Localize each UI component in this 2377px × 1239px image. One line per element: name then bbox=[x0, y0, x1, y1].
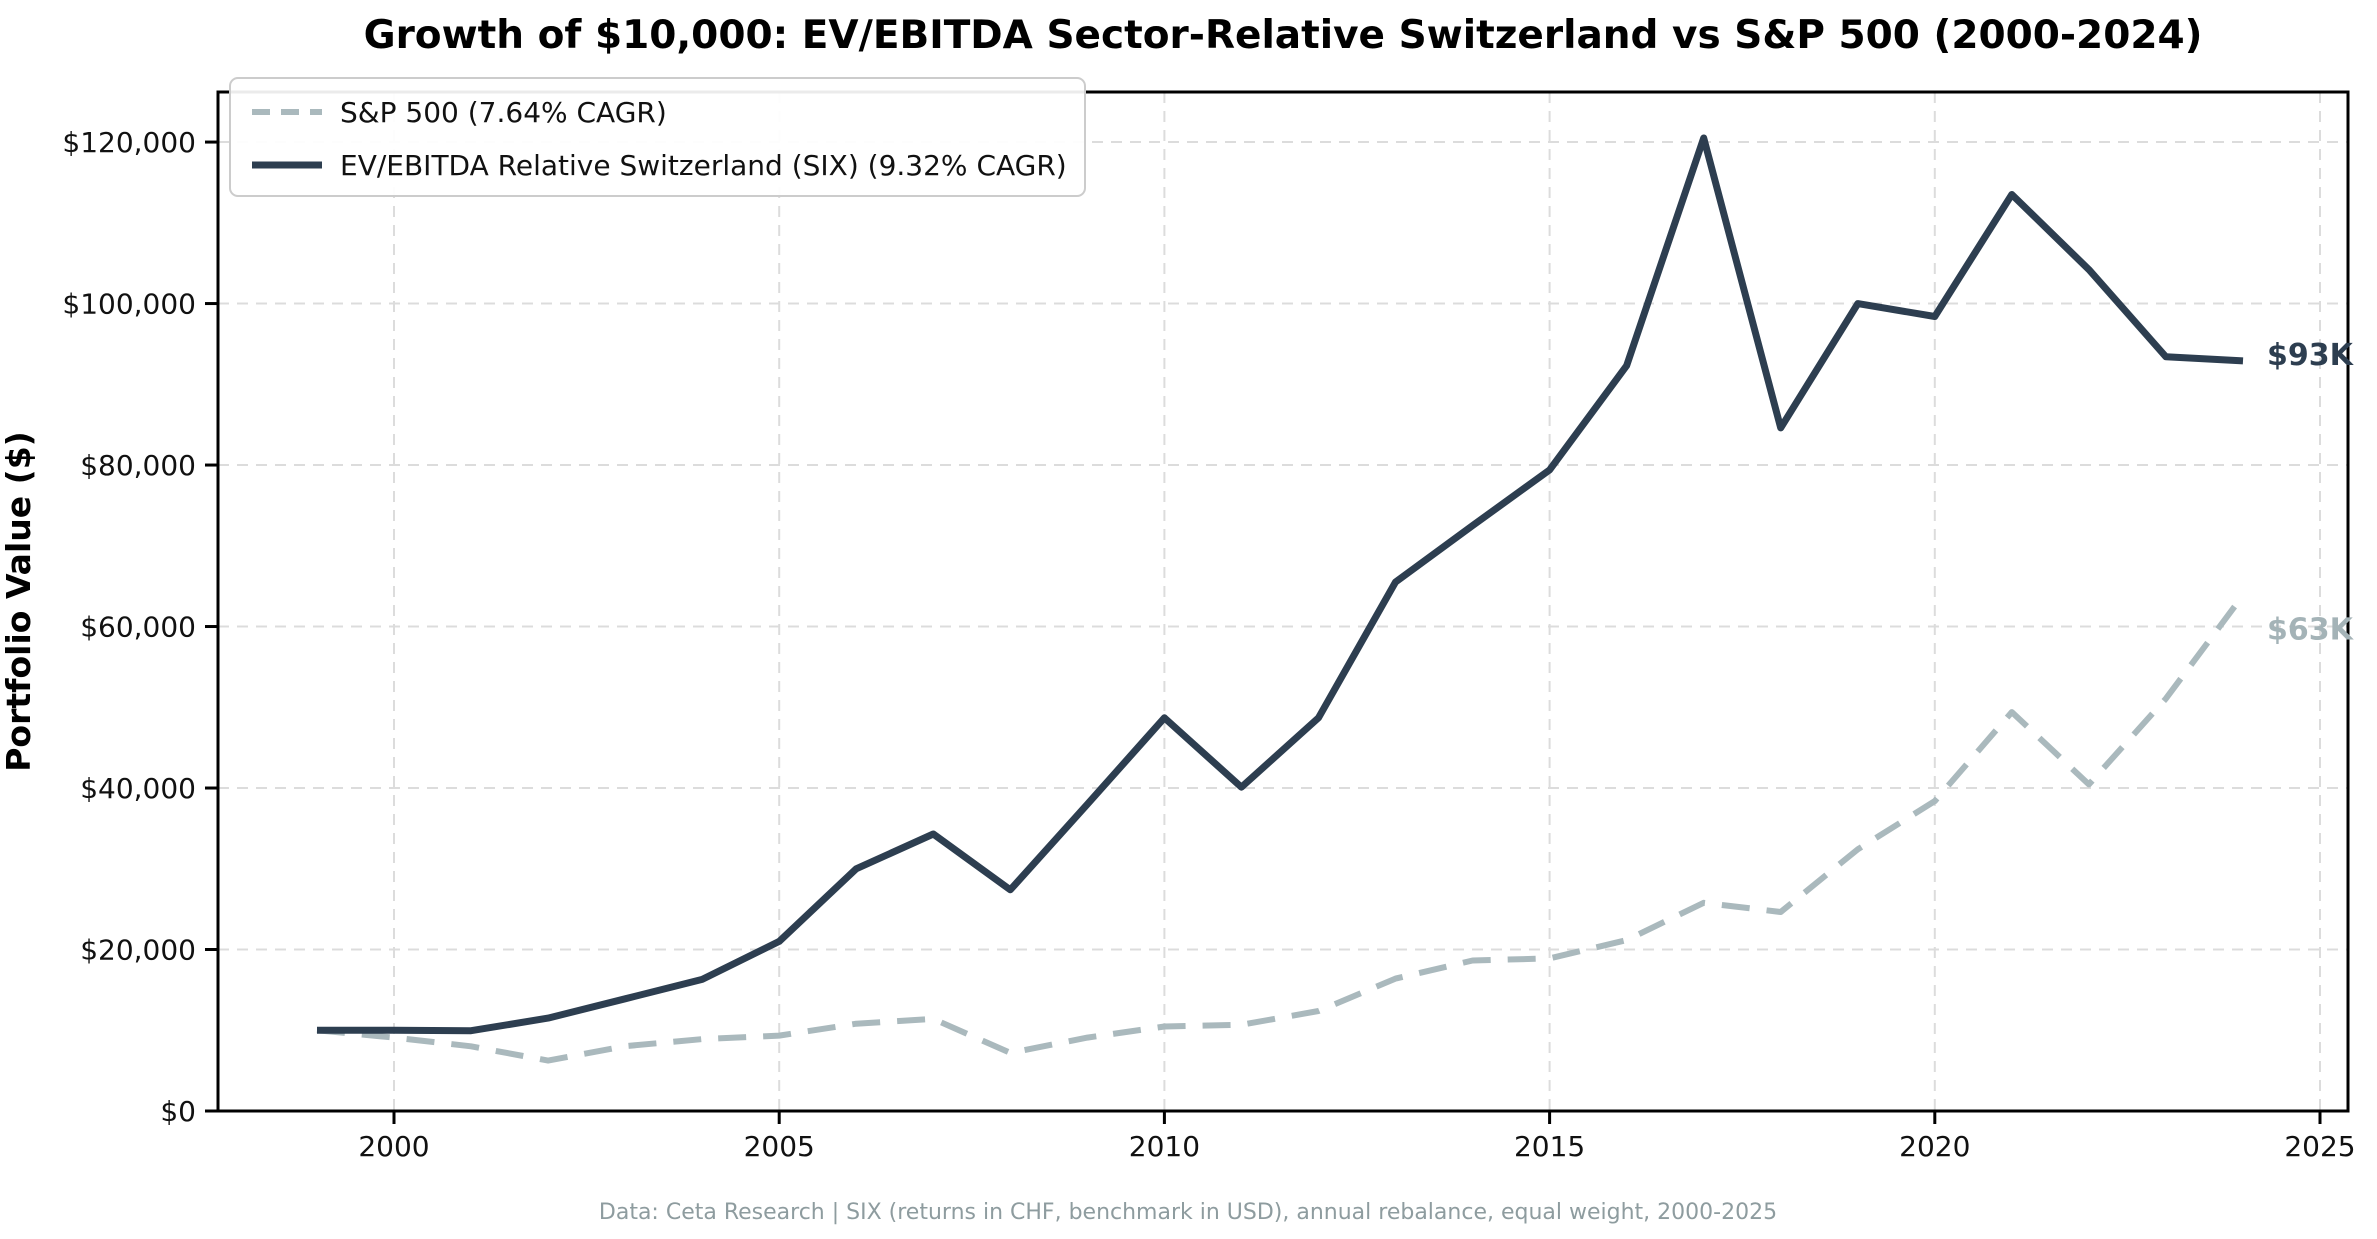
x-tick-label: 2005 bbox=[744, 1130, 815, 1163]
tick-layer: 2000 2005 2010 2015 2020 2025 $0 $20,000 $40,000… bbox=[62, 126, 2355, 1163]
strategy-end-label: $93K bbox=[2267, 338, 2355, 373]
legend-frame bbox=[229, 77, 1086, 197]
strategy-legend-label: EV/EBITDA Relative Switzerland (SIX) (9.… bbox=[340, 149, 1067, 182]
y-tick-label: $40,000 bbox=[80, 772, 196, 805]
x-tick-label: 2025 bbox=[2284, 1130, 2355, 1163]
page-title: Growth of $10,000: EV/EBITDA Sector-Rela… bbox=[364, 13, 2203, 58]
x-tick-label: 2010 bbox=[1129, 1130, 1200, 1163]
x-tick-label: 2000 bbox=[358, 1130, 429, 1163]
footnote: Data: Ceta Research | SIX (returns in CH… bbox=[599, 1200, 1777, 1225]
y-tick-label: $60,000 bbox=[80, 611, 196, 644]
y-axis-label: Portfolio Value ($) bbox=[0, 431, 38, 772]
y-tick-label: $120,000 bbox=[62, 126, 196, 159]
y-tick-label: $0 bbox=[160, 1095, 196, 1128]
strategy-line bbox=[317, 134, 2244, 1035]
legend: S&P 500 (7.64% CAGR) EV/EBITDA Relative … bbox=[229, 77, 1086, 197]
y-tick-label: $100,000 bbox=[62, 288, 196, 321]
grid-layer bbox=[218, 92, 2348, 1111]
plot-frame bbox=[216, 90, 2350, 1113]
x-tick-label: 2020 bbox=[1899, 1130, 1970, 1163]
y-tick-label: $80,000 bbox=[80, 449, 196, 482]
sp500-end-label: $63K bbox=[2267, 612, 2355, 647]
sp500-legend-label: S&P 500 (7.64% CAGR) bbox=[340, 96, 667, 129]
sp500-line bbox=[316, 593, 2246, 1064]
x-tick-label: 2015 bbox=[1514, 1130, 1585, 1163]
y-tick-label: $20,000 bbox=[80, 934, 196, 967]
